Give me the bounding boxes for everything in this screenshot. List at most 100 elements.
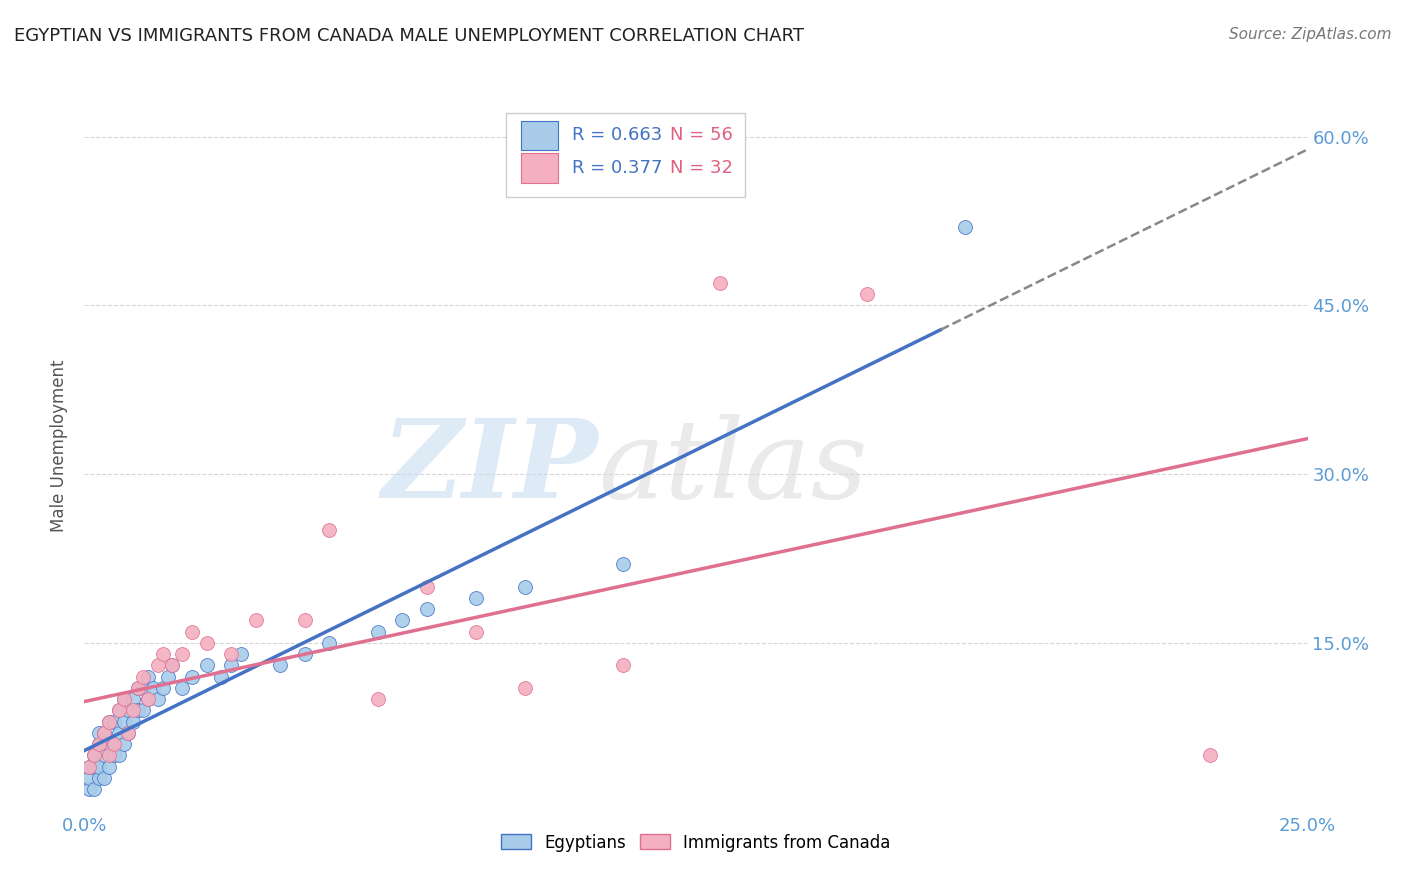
Point [181,624,204,639]
Point [416,602,439,616]
Point [132,681,155,695]
Point [513,681,536,695]
FancyBboxPatch shape [522,153,558,183]
Point [93,726,115,740]
Point [416,580,439,594]
Point [136,692,159,706]
Point [122,714,145,729]
Point [195,658,218,673]
Point [464,591,486,605]
Point [117,726,139,740]
Point [83,760,105,774]
Point [136,670,159,684]
Point [229,647,252,661]
Point [146,658,169,673]
Point [1198,748,1220,763]
Point [612,658,634,673]
Y-axis label: Male Unemployment: Male Unemployment [51,359,69,533]
Point [83,748,105,763]
Point [464,624,486,639]
Point [87,737,110,751]
Point [103,737,125,751]
Legend: Egyptians, Immigrants from Canada: Egyptians, Immigrants from Canada [495,827,897,858]
Point [107,703,129,717]
Point [87,726,110,740]
FancyBboxPatch shape [506,113,745,197]
Point [122,692,145,706]
Point [612,557,634,571]
Point [172,647,194,661]
Point [77,760,100,774]
Point [97,760,120,774]
Point [97,714,120,729]
Text: N = 56: N = 56 [671,126,733,145]
Point [93,748,115,763]
Point [112,737,135,751]
Point [127,703,149,717]
Point [122,703,145,717]
Point [93,771,115,785]
Point [103,714,125,729]
Point [87,771,110,785]
Point [172,681,194,695]
Text: ZIP: ZIP [381,414,598,522]
Point [156,670,179,684]
Point [513,580,536,594]
Point [152,681,174,695]
Point [87,737,110,751]
Point [181,670,204,684]
Point [117,703,139,717]
Point [127,681,149,695]
Point [367,692,389,706]
Point [294,647,316,661]
Point [132,670,155,684]
Point [97,714,120,729]
FancyBboxPatch shape [522,120,558,150]
Point [269,658,291,673]
Point [93,726,115,740]
Point [83,782,105,797]
Point [367,624,389,639]
Point [219,647,242,661]
Point [391,614,413,628]
Point [103,737,125,751]
Point [162,658,184,673]
Point [294,614,316,628]
Point [195,636,218,650]
Point [856,287,879,301]
Point [209,670,232,684]
Point [77,760,100,774]
Text: R = 0.663: R = 0.663 [572,126,662,145]
Point [146,692,169,706]
Point [112,714,135,729]
Text: N = 32: N = 32 [671,159,734,177]
Point [97,737,120,751]
Point [107,748,129,763]
Point [318,636,340,650]
Point [103,748,125,763]
Text: Source: ZipAtlas.com: Source: ZipAtlas.com [1229,27,1392,42]
Point [709,276,731,290]
Point [107,703,129,717]
Point [219,658,242,673]
Point [107,726,129,740]
Point [87,760,110,774]
Text: R = 0.377: R = 0.377 [572,159,662,177]
Point [112,692,135,706]
Point [136,692,159,706]
Point [83,748,105,763]
Point [953,219,976,234]
Point [97,748,120,763]
Text: EGYPTIAN VS IMMIGRANTS FROM CANADA MALE UNEMPLOYMENT CORRELATION CHART: EGYPTIAN VS IMMIGRANTS FROM CANADA MALE … [14,27,804,45]
Point [77,782,100,797]
Point [142,681,165,695]
Point [112,692,135,706]
Point [132,703,155,717]
Point [77,771,100,785]
Point [152,647,174,661]
Point [127,681,149,695]
Point [318,524,340,538]
Point [117,726,139,740]
Text: atlas: atlas [598,414,868,522]
Point [162,658,184,673]
